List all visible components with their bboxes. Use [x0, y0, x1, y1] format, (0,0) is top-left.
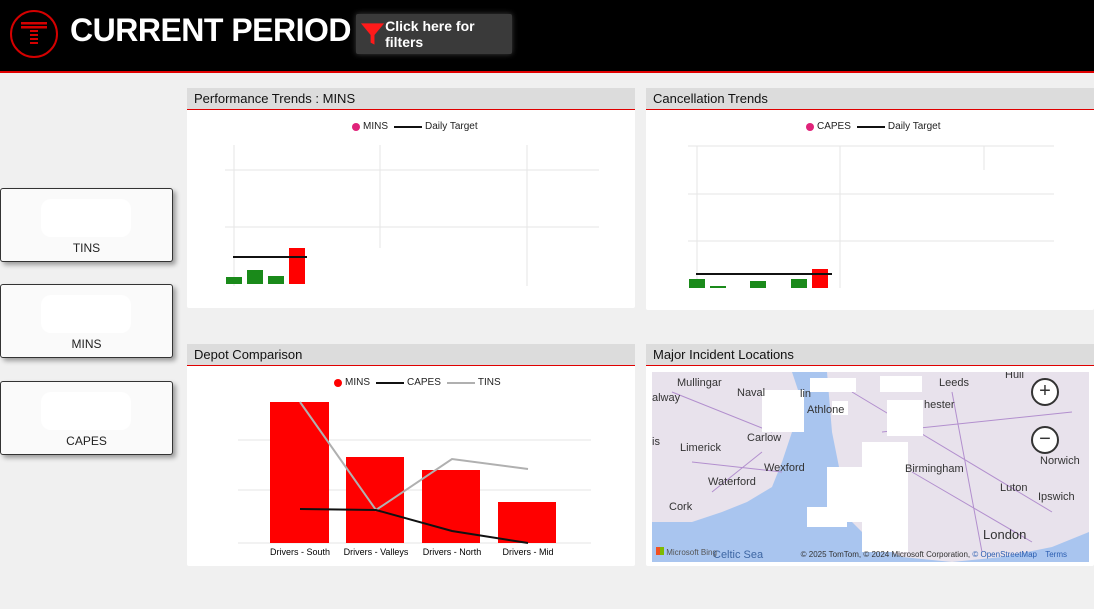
filters-button-label: Click here for filters — [385, 18, 475, 50]
depot-chart — [238, 401, 591, 544]
logo-t-icon — [21, 22, 47, 44]
cancellation-legend: CAPES Daily Target — [806, 121, 941, 132]
bar-drivers-north[interactable] — [422, 470, 480, 543]
osm-link[interactable]: © OpenStreetMap — [972, 550, 1037, 559]
incident-map[interactable]: Mullingar Hull Leeds alway Naval Athlone… — [652, 372, 1089, 562]
capes-legend-marker — [376, 381, 404, 384]
target-legend-marker — [856, 125, 885, 128]
bar[interactable] — [226, 277, 242, 284]
depot-comparison-panel: Depot Comparison MINS CAPES TINS Drivers… — [187, 344, 635, 566]
performance-trends-title: Performance Trends : MINS — [187, 88, 635, 110]
terms-link[interactable]: Terms — [1045, 550, 1067, 559]
kpi-label-mins: MINS — [71, 337, 102, 351]
legend-target-label: Daily Target — [887, 121, 941, 132]
x-tick-label: Drivers - South — [269, 547, 331, 557]
kpi-label-capes: CAPES — [66, 434, 107, 448]
kpi-card-mins[interactable]: MINS — [0, 284, 173, 358]
map-place-label: Luton — [1000, 482, 1028, 494]
bar-drivers-mid[interactable] — [498, 502, 556, 543]
bar[interactable] — [247, 270, 263, 284]
map-place-label: lin — [800, 388, 812, 400]
x-tick-label: Drivers - Valleys — [343, 547, 409, 557]
kpi-value-capes — [41, 392, 131, 430]
bar[interactable] — [710, 286, 726, 288]
kpi-value-mins — [41, 295, 131, 333]
cancellation-trends-title: Cancellation Trends — [646, 88, 1094, 110]
depot-comparison-title: Depot Comparison — [187, 344, 635, 366]
map-place-label: Mullingar — [677, 377, 722, 389]
depot-legend: MINS CAPES TINS — [334, 377, 501, 388]
bar[interactable] — [750, 281, 766, 288]
cancellation-trends-panel: Cancellation Trends CAPES Daily Target — [646, 88, 1094, 310]
zoom-out-button[interactable]: − — [1031, 426, 1059, 454]
bar[interactable] — [289, 248, 305, 284]
bar-drivers-south[interactable] — [270, 402, 329, 543]
kpi-label-tins: TINS — [72, 241, 101, 255]
legend-target-label: Daily Target — [425, 121, 478, 132]
map-place-label: Wexford — [764, 462, 805, 474]
bar[interactable] — [812, 269, 828, 288]
kpi-card-capes[interactable]: CAPES — [0, 381, 173, 455]
map-place-label: hester — [924, 399, 955, 411]
performance-legend: MINS Daily Target — [352, 121, 478, 132]
map-place-label: Hull — [1005, 372, 1024, 381]
capes-legend-marker — [806, 122, 814, 131]
map-place-label: Leeds — [939, 377, 969, 389]
map-place-label: London — [983, 527, 1027, 542]
bar[interactable] — [268, 276, 284, 284]
x-tick-label: Drivers - North — [422, 547, 482, 557]
mins-legend-marker — [352, 122, 360, 131]
map-place-label: Birmingham — [905, 463, 964, 475]
map-place-label: Norwich — [1040, 455, 1080, 467]
bar[interactable] — [689, 279, 705, 288]
bar[interactable] — [791, 279, 807, 288]
map-place-label: alway — [652, 392, 681, 404]
map-place-label: Cork — [669, 501, 693, 513]
bing-logo: Microsoft Bing — [656, 547, 717, 557]
map-place-label: Limerick — [680, 442, 721, 454]
map-place-label: Naval — [737, 387, 766, 399]
capes-line — [299, 508, 529, 544]
x-tick-label: Drivers - Mid — [502, 547, 554, 557]
map-place-label: Celtic Sea — [713, 549, 764, 561]
performance-chart — [225, 145, 599, 286]
legend-series-label: CAPES — [817, 121, 851, 132]
legend-mins-label: MINS — [345, 377, 370, 388]
map-place-label: Waterford — [708, 476, 756, 488]
map-attribution: © 2025 TomTom, © 2024 Microsoft Corporat… — [801, 550, 1067, 559]
legend-capes-label: CAPES — [407, 377, 441, 388]
legend-series-label: MINS — [363, 121, 388, 132]
tins-line — [299, 401, 529, 512]
legend-tins-label: TINS — [477, 377, 501, 388]
attribution-text: © 2025 TomTom, © 2024 Microsoft Corporat… — [800, 550, 971, 559]
map-place-label: Athlone — [807, 404, 845, 416]
map-place-label: Carlow — [747, 432, 782, 444]
bar-drivers-valleys[interactable] — [346, 457, 404, 543]
filters-button[interactable]: Click here for filters — [356, 14, 512, 54]
map-land — [652, 372, 1089, 562]
target-legend-marker — [394, 125, 422, 128]
map-place-label: Ipswich — [1038, 491, 1075, 503]
map-place-label: is — [652, 436, 660, 448]
bing-logo-icon — [656, 547, 664, 555]
bing-label: Microsoft Bing — [666, 548, 717, 557]
cancellation-chart — [688, 145, 1054, 288]
map-panel: Major Incident Locations Mullingar Hull … — [646, 344, 1094, 566]
filter-funnel-icon — [360, 23, 385, 45]
brand-logo — [10, 10, 58, 58]
mins-legend-marker — [334, 378, 342, 387]
performance-trends-panel: Performance Trends : MINS MINS Daily Tar… — [187, 88, 635, 308]
kpi-card-tins[interactable]: TINS — [0, 188, 173, 262]
page-title: CURRENT PERIOD — [70, 12, 352, 48]
kpi-value-tins — [41, 199, 131, 237]
map-title: Major Incident Locations — [646, 344, 1094, 366]
zoom-in-button[interactable]: + — [1031, 378, 1059, 406]
header: CURRENT PERIOD Click here for filters — [0, 0, 1094, 73]
tins-legend-marker — [446, 381, 475, 384]
